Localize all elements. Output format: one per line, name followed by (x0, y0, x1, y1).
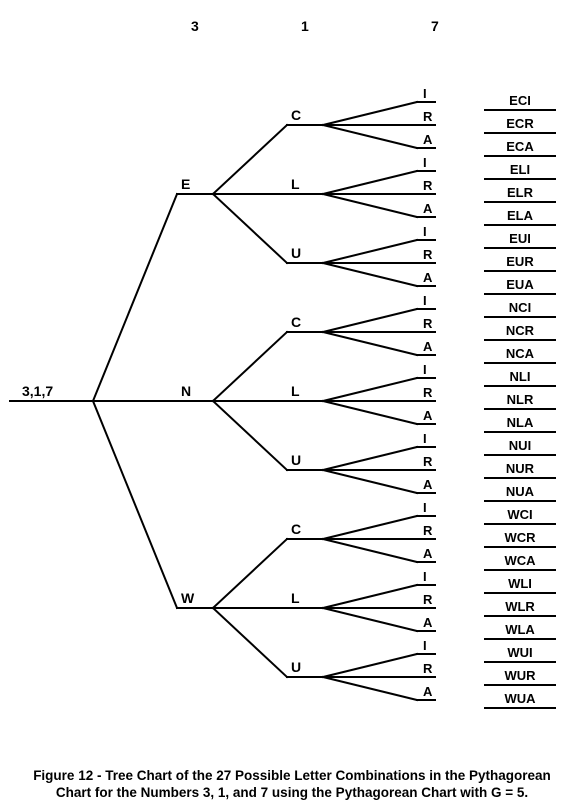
leaf-label: I (423, 86, 427, 101)
level1-label: E (181, 176, 190, 192)
leaf-label: I (423, 293, 427, 308)
level1-label: N (181, 383, 191, 399)
level2-label: U (291, 452, 301, 468)
leaf-label: R (423, 385, 432, 400)
leaf-label: R (423, 316, 432, 331)
figure-caption: Figure 12 - Tree Chart of the 27 Possibl… (0, 768, 584, 802)
combo-code: NUI (485, 438, 555, 453)
leaf-label: A (423, 546, 432, 561)
leaf-label: R (423, 661, 432, 676)
level2-label: L (291, 590, 300, 606)
combo-code: NCA (485, 346, 555, 361)
combo-code: WLA (485, 622, 555, 637)
leaf-label: A (423, 477, 432, 492)
level2-label: U (291, 245, 301, 261)
leaf-label: A (423, 201, 432, 216)
combo-code: ELA (485, 208, 555, 223)
combo-code: NLI (485, 369, 555, 384)
combo-code: WUR (485, 668, 555, 683)
level2-label: L (291, 176, 300, 192)
leaf-label: R (423, 178, 432, 193)
combo-code: NLA (485, 415, 555, 430)
combo-code: ECI (485, 93, 555, 108)
combo-code: NCI (485, 300, 555, 315)
combo-code: ELI (485, 162, 555, 177)
combo-code: ELR (485, 185, 555, 200)
combo-code: ECA (485, 139, 555, 154)
leaf-label: I (423, 569, 427, 584)
leaf-label: I (423, 638, 427, 653)
leaf-label: A (423, 132, 432, 147)
combo-code: NLR (485, 392, 555, 407)
combo-code: EUA (485, 277, 555, 292)
leaf-label: A (423, 270, 432, 285)
leaf-label: R (423, 109, 432, 124)
combo-code: WUI (485, 645, 555, 660)
combo-code: WCA (485, 553, 555, 568)
combo-code: WLR (485, 599, 555, 614)
level2-label: U (291, 659, 301, 675)
leaf-label: A (423, 339, 432, 354)
level2-label: C (291, 107, 301, 123)
combo-code: WCI (485, 507, 555, 522)
level2-label: C (291, 314, 301, 330)
combo-code: NUA (485, 484, 555, 499)
leaf-label: A (423, 684, 432, 699)
header-col-3: 3 (191, 18, 199, 34)
leaf-label: A (423, 408, 432, 423)
level1-label: W (181, 590, 194, 606)
root-label: 3,1,7 (22, 383, 53, 399)
leaf-label: A (423, 615, 432, 630)
level2-label: C (291, 521, 301, 537)
leaf-label: I (423, 431, 427, 446)
leaf-label: I (423, 500, 427, 515)
combo-code: EUI (485, 231, 555, 246)
leaf-label: R (423, 592, 432, 607)
combo-code: EUR (485, 254, 555, 269)
combo-code: WCR (485, 530, 555, 545)
header-col-1: 1 (301, 18, 309, 34)
leaf-label: R (423, 247, 432, 262)
combo-code: WLI (485, 576, 555, 591)
leaf-label: I (423, 155, 427, 170)
header-col-7: 7 (431, 18, 439, 34)
level2-label: L (291, 383, 300, 399)
leaf-label: R (423, 523, 432, 538)
combo-code: NUR (485, 461, 555, 476)
leaf-label: I (423, 362, 427, 377)
leaf-label: R (423, 454, 432, 469)
combo-code: ECR (485, 116, 555, 131)
combo-code: NCR (485, 323, 555, 338)
combo-code: WUA (485, 691, 555, 706)
leaf-label: I (423, 224, 427, 239)
